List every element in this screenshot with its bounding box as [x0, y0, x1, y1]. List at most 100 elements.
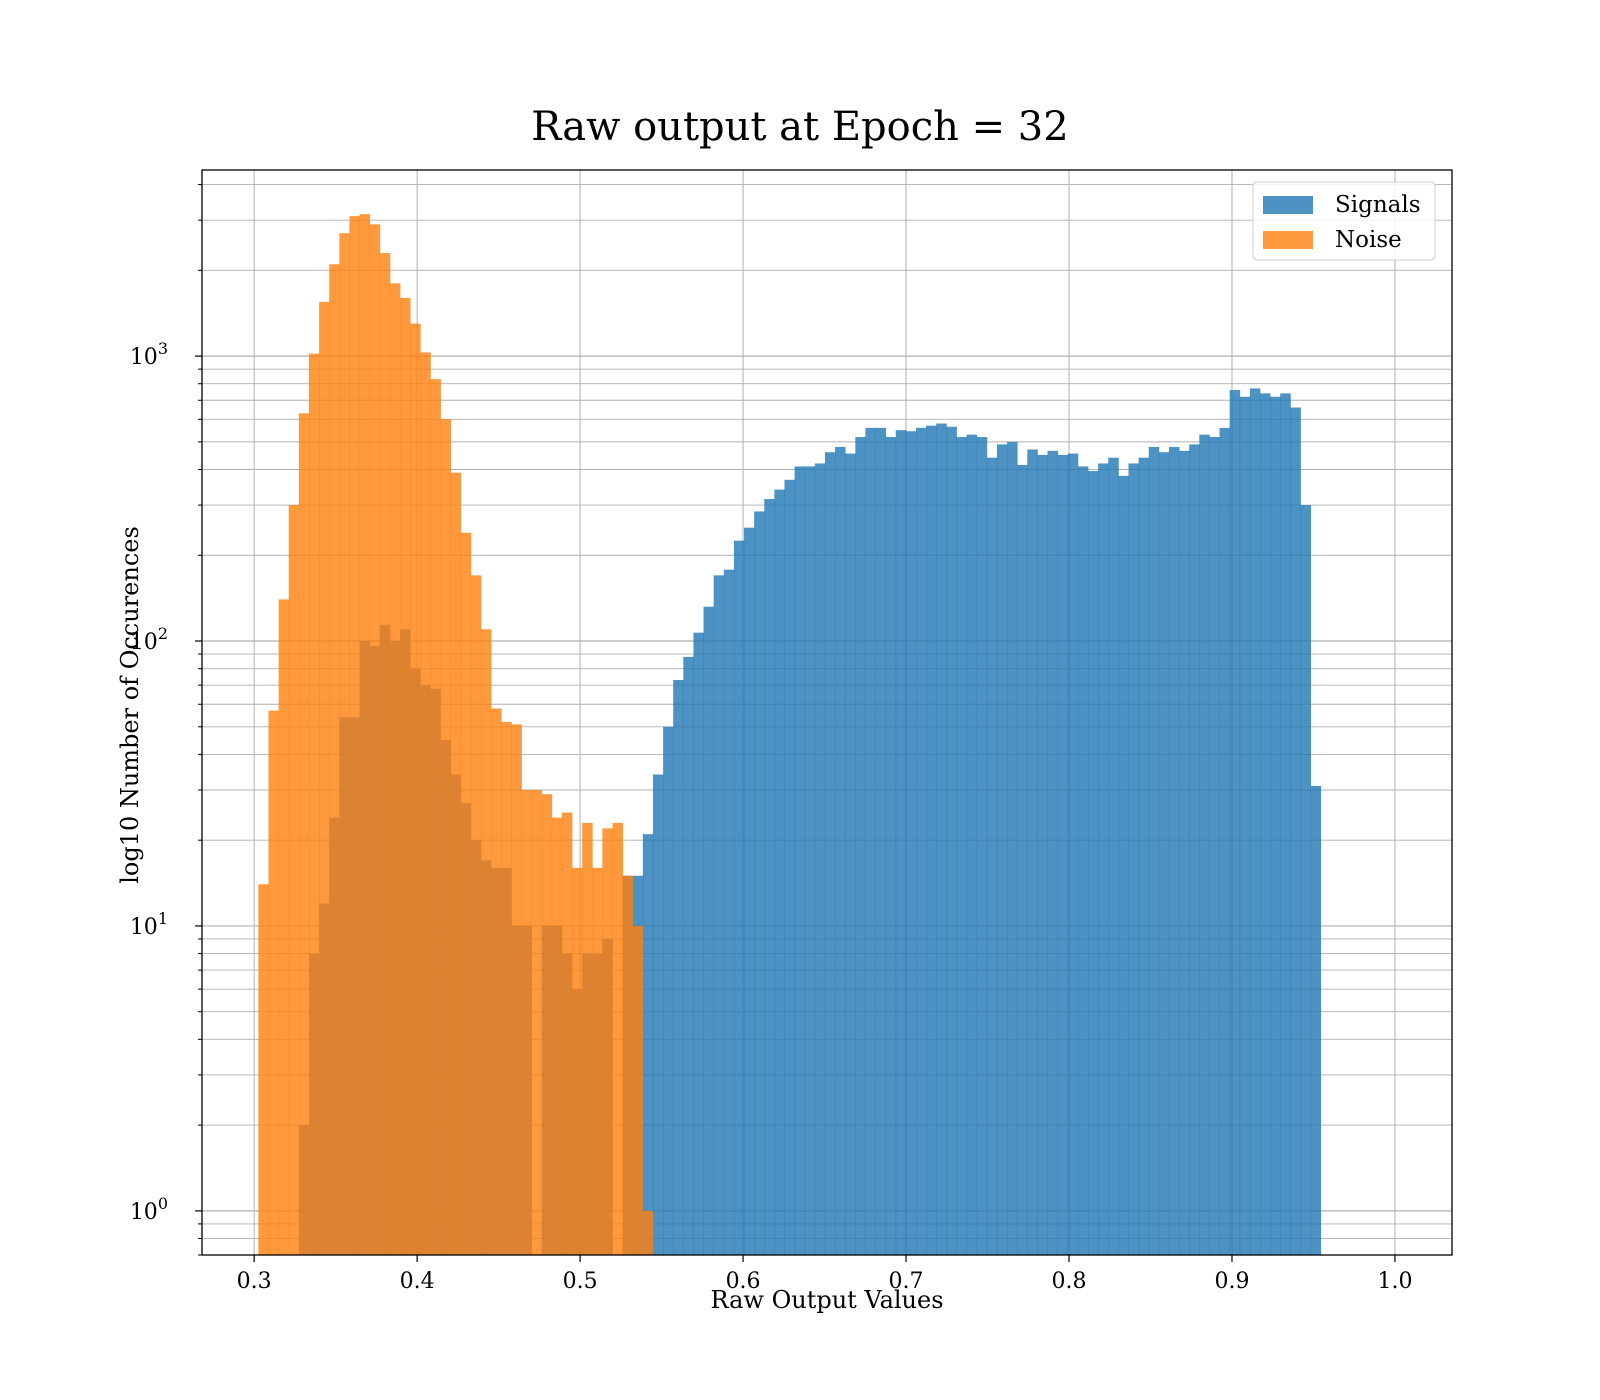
signals-bar — [1168, 446, 1180, 1255]
signals-bar — [885, 437, 897, 1255]
signals-bar — [814, 463, 826, 1255]
signals-bar — [1249, 388, 1261, 1255]
signals-bar — [693, 632, 704, 1255]
y-tick-label: 101 — [130, 909, 168, 940]
signals-bar — [916, 427, 927, 1255]
noise-bar — [349, 216, 360, 1255]
noise-bar — [268, 710, 280, 1255]
noise-bar — [450, 472, 462, 1255]
noise-bar — [379, 253, 391, 1256]
x-tick-label: 0.4 — [400, 1269, 435, 1294]
noise-bar — [339, 233, 350, 1255]
signals-bar — [1098, 463, 1109, 1255]
signals-bar — [855, 437, 866, 1255]
signals-bar — [673, 679, 684, 1255]
x-tick-label: 0.9 — [1214, 1269, 1249, 1294]
signals-bar — [1118, 475, 1129, 1255]
noise-bar — [480, 629, 492, 1255]
signals-bar — [1219, 427, 1231, 1255]
noise-bar — [460, 532, 472, 1255]
signals-bar — [986, 457, 998, 1255]
noise-bar — [622, 875, 634, 1255]
signals-bar — [824, 452, 836, 1256]
signals-bar — [1209, 437, 1220, 1255]
x-tick-label: 0.3 — [237, 1269, 272, 1294]
noise-bar — [440, 419, 452, 1255]
signals-bar — [1158, 452, 1170, 1256]
x-tick-label: 1.0 — [1377, 1269, 1412, 1294]
signals-bar — [1067, 453, 1079, 1255]
noise-bar — [430, 379, 441, 1255]
signals-bar — [1199, 434, 1210, 1256]
signals-bar — [956, 437, 968, 1255]
x-axis-label: Raw Output Values — [710, 1286, 944, 1314]
signals-bar — [1007, 441, 1018, 1256]
noise-bar — [572, 867, 583, 1255]
signals-bar — [895, 430, 907, 1255]
legend-label: Noise — [1335, 227, 1402, 253]
noise-bar — [369, 224, 381, 1256]
x-tick-label: 0.5 — [563, 1269, 598, 1294]
signals-bar — [1260, 393, 1271, 1255]
signals-bar — [784, 479, 796, 1255]
x-tick-label: 0.8 — [1052, 1269, 1087, 1294]
signals-bar — [835, 446, 846, 1255]
signals-bar — [1128, 463, 1139, 1255]
signals-bar — [764, 499, 775, 1255]
signals-bar — [1047, 450, 1059, 1255]
signals-bar — [652, 774, 664, 1255]
signals-bar — [1189, 444, 1200, 1255]
legend-swatch — [1263, 196, 1313, 214]
signals-bar — [1290, 407, 1301, 1255]
noise-bar — [582, 822, 593, 1255]
noise-bar — [308, 353, 320, 1255]
noise-bar — [258, 884, 269, 1255]
noise-bar — [278, 599, 290, 1255]
noise-bar — [501, 721, 512, 1255]
signals-bar — [1017, 464, 1028, 1255]
y-tick-label: 100 — [130, 1194, 168, 1225]
signals-bar — [642, 834, 654, 1255]
signals-bar — [1310, 785, 1322, 1255]
y-axis-label: log10 Number of Occurences — [116, 526, 144, 884]
x-tick-label: 0.7 — [889, 1269, 924, 1294]
noise-bar — [511, 724, 522, 1255]
noise-bar — [420, 352, 431, 1256]
noise-bar — [410, 323, 421, 1255]
signals-bar — [744, 527, 755, 1255]
signals-bar — [966, 434, 978, 1256]
signals-bar — [1270, 396, 1281, 1255]
signals-bar — [1229, 390, 1241, 1255]
signals-bar — [703, 606, 715, 1255]
noise-bar — [288, 505, 300, 1255]
signals-bar — [996, 444, 1008, 1255]
signals-bar — [713, 575, 725, 1255]
signals-bar — [875, 427, 887, 1255]
signals-bar — [1179, 450, 1190, 1255]
x-tick-label: 0.6 — [726, 1269, 761, 1294]
signals-bar — [683, 656, 694, 1255]
signals-bar — [905, 431, 917, 1255]
noise-bar — [531, 790, 543, 1255]
signals-bar — [804, 466, 816, 1255]
noise-bar — [632, 925, 644, 1255]
signals-bar — [865, 427, 876, 1255]
noise-bar — [592, 867, 603, 1255]
noise-bar — [521, 790, 532, 1255]
noise-bar — [612, 822, 624, 1255]
signals-bar — [1138, 457, 1150, 1255]
signals-bar — [1300, 505, 1311, 1255]
signals-bar — [1239, 396, 1251, 1255]
noise-bar — [400, 297, 411, 1256]
chart-title: Raw output at Epoch = 32 — [531, 104, 1069, 150]
signals-bar — [1037, 454, 1048, 1255]
signals-bar — [936, 423, 947, 1256]
signals-bar — [1108, 457, 1119, 1255]
signals-bar — [723, 569, 735, 1255]
y-tick-label: 103 — [130, 339, 168, 370]
noise-bar — [329, 264, 340, 1255]
noise-bar — [561, 812, 573, 1255]
legend-label: Signals — [1335, 192, 1421, 218]
